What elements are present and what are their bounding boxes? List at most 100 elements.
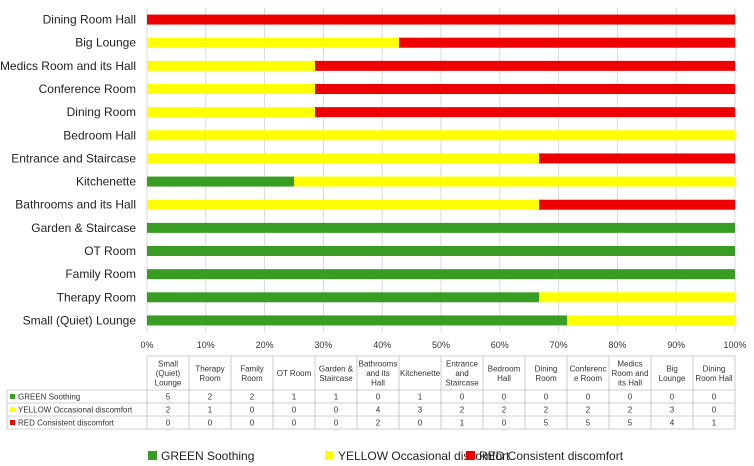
table-cell: 2 bbox=[250, 393, 255, 402]
table-cell: 2 bbox=[586, 406, 591, 415]
category-label: Big Lounge bbox=[75, 36, 136, 50]
table-cell: 2 bbox=[376, 419, 381, 428]
table-header: Kitchenette bbox=[400, 369, 441, 378]
table-cell: 4 bbox=[376, 406, 381, 415]
table-cell: 0 bbox=[712, 393, 717, 402]
x-tick-label: 100% bbox=[723, 340, 746, 350]
table-cell: 0 bbox=[418, 419, 423, 428]
bar-segment bbox=[539, 199, 735, 210]
legend: GREEN Soothing YELLOW Occasional discomfo… bbox=[148, 449, 624, 463]
category-label: Garden & Staircase bbox=[31, 221, 136, 235]
table-cell: 0 bbox=[670, 393, 675, 402]
table-header: Conferenc e Room bbox=[570, 364, 607, 383]
bar-segment bbox=[147, 60, 315, 71]
x-tick-label: 0% bbox=[140, 340, 153, 350]
table-cell: 0 bbox=[586, 393, 591, 402]
table-cell: 2 bbox=[628, 406, 633, 415]
table-header: Garden & Staircase bbox=[319, 364, 354, 383]
table-cell: 0 bbox=[250, 406, 255, 415]
bar-segment bbox=[147, 84, 315, 94]
category-label: Family Room bbox=[65, 267, 136, 281]
legend-swatch bbox=[466, 451, 475, 460]
table-legend-swatch bbox=[10, 420, 15, 425]
table-cell: 1 bbox=[712, 419, 717, 428]
table-header: Therapy Room bbox=[195, 364, 224, 383]
table-cell: 0 bbox=[334, 406, 339, 415]
x-tick-label: 90% bbox=[667, 340, 685, 350]
x-tick-label: 30% bbox=[314, 340, 332, 350]
table-cell: 0 bbox=[208, 419, 213, 428]
table-header: Medics Room and its Hall bbox=[612, 360, 649, 388]
bar-segment bbox=[147, 246, 735, 256]
table-cell: 0 bbox=[502, 393, 507, 402]
category-label: Dining Room bbox=[67, 105, 136, 119]
table-cell: 4 bbox=[670, 419, 675, 428]
bar-segment bbox=[147, 153, 539, 164]
table-header: Family Room bbox=[240, 364, 264, 383]
category-label: Small (Quiet) Lounge bbox=[23, 313, 137, 327]
table-cell: 2 bbox=[544, 406, 549, 415]
category-label: Bathrooms and its Hall bbox=[15, 198, 136, 212]
table-cell: 5 bbox=[166, 393, 171, 402]
table-cell: 0 bbox=[250, 419, 255, 428]
table-cell: 1 bbox=[418, 393, 423, 402]
table-cell: 0 bbox=[292, 419, 297, 428]
table-cell: 0 bbox=[712, 406, 717, 415]
table-cell: 3 bbox=[418, 406, 423, 415]
bar-segment bbox=[147, 315, 567, 326]
table-legend-swatch bbox=[10, 407, 15, 412]
table-header: Big Lounge bbox=[659, 364, 686, 383]
table-cell: 3 bbox=[670, 406, 675, 415]
bar-segment bbox=[539, 153, 735, 164]
table-header: Bedroom Hall bbox=[488, 364, 521, 383]
bar-segment bbox=[147, 292, 539, 303]
table-cell: 5 bbox=[586, 419, 591, 428]
table-cell: 1 bbox=[208, 406, 213, 415]
table-cell: 0 bbox=[544, 393, 549, 402]
table-cell: 0 bbox=[334, 419, 339, 428]
table-cell: 5 bbox=[628, 419, 633, 428]
legend-label: GREEN Soothing bbox=[161, 449, 254, 463]
bar-segment bbox=[147, 107, 315, 118]
x-tick-label: 20% bbox=[256, 340, 274, 350]
table-cell: 0 bbox=[460, 393, 465, 402]
table-cell: 2 bbox=[502, 406, 507, 415]
x-tick-label: 60% bbox=[491, 340, 509, 350]
x-tick-label: 80% bbox=[608, 340, 626, 350]
bar-segment bbox=[294, 176, 735, 187]
bar-segment bbox=[147, 269, 735, 280]
bar-segment bbox=[147, 199, 539, 210]
table-cell: 5 bbox=[544, 419, 549, 428]
table-cell: 0 bbox=[628, 393, 633, 402]
table-cell: 1 bbox=[460, 419, 465, 428]
x-tick-labels: 0% 10% 20% 30% 40% 50% 60% 70% 80% 90% 100% bbox=[140, 340, 746, 350]
table-header: Small (Quiet) Lounge bbox=[155, 360, 182, 388]
table-cell: 0 bbox=[292, 406, 297, 415]
category-label: Dining Room Hall bbox=[43, 13, 136, 27]
table-cell: 0 bbox=[502, 419, 507, 428]
table-row-label: YELLOW Occasional discomfort bbox=[18, 406, 133, 415]
bar-segment bbox=[315, 107, 735, 118]
bar-segment bbox=[315, 60, 735, 71]
category-label: Bedroom Hall bbox=[63, 128, 136, 142]
table-header: Entrance and Staircase bbox=[445, 360, 479, 388]
table-header: OT Room bbox=[277, 369, 312, 378]
bar-segment bbox=[147, 14, 735, 25]
bar-segment bbox=[399, 37, 735, 48]
category-label: Medics Room and its Hall bbox=[0, 59, 136, 73]
bar-segment bbox=[147, 37, 399, 48]
table-header: Dining Room Hall bbox=[695, 364, 733, 383]
table-row-label: RED Consistent discomfort bbox=[18, 419, 115, 428]
table-legend-swatch bbox=[10, 394, 15, 399]
category-label: Therapy Room bbox=[57, 290, 136, 304]
table-cell: 1 bbox=[292, 393, 297, 402]
bar-segment bbox=[147, 130, 735, 141]
table-cell: 2 bbox=[166, 406, 171, 415]
bar-segment bbox=[315, 84, 735, 94]
bar-segment bbox=[147, 222, 735, 233]
category-labels: Small (Quiet) Lounge Therapy Room Family R… bbox=[0, 13, 136, 328]
bars bbox=[147, 14, 735, 326]
category-label: Conference Room bbox=[39, 82, 136, 96]
table-header: Bathrooms and its Hall bbox=[359, 360, 398, 388]
